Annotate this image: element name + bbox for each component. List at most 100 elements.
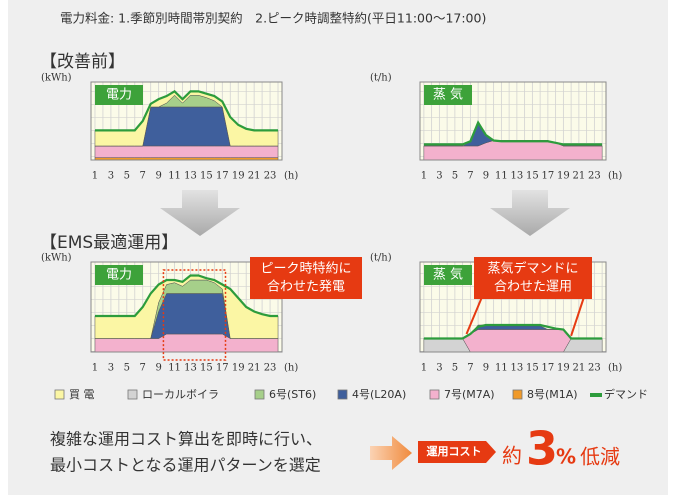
- x-tick-label: 23: [264, 363, 277, 374]
- x-tick-label: 17: [542, 363, 555, 374]
- section-title: 【改善前】: [40, 52, 125, 72]
- summary-line: 複雑な運用コスト算出を即時に行い、: [50, 430, 322, 449]
- callout-text: 合わせた発電: [267, 280, 345, 295]
- x-tick-label: 23: [588, 171, 601, 182]
- y-axis-label: (t/h): [370, 253, 392, 264]
- down-arrow: [160, 190, 240, 236]
- note: 電力料金: 1.季節別時間帯別契約 2.ピーク時調整特約(平日11:00～17:…: [60, 11, 486, 26]
- x-tick-label: 7: [140, 171, 146, 182]
- callout-box: [250, 257, 362, 299]
- x-tick-label: 13: [511, 363, 524, 374]
- x-tick-label: 13: [184, 363, 197, 374]
- down-arrow: [490, 190, 570, 236]
- x-tick-label: 19: [557, 171, 570, 182]
- x-tick-label: 19: [232, 171, 245, 182]
- x-tick-label: 7: [467, 171, 473, 182]
- legend-swatch: [429, 389, 440, 400]
- x-tick-label: 13: [511, 171, 524, 182]
- x-axis-label: (h): [284, 363, 298, 374]
- x-tick-label: 15: [526, 363, 539, 374]
- x-tick-label: 3: [108, 171, 114, 182]
- x-tick-label: 1: [421, 363, 427, 374]
- callout-box: [474, 257, 592, 299]
- plot-frame: [90, 261, 283, 353]
- legend-label: 4号(L20A): [352, 388, 406, 401]
- badge-text: 電力: [106, 88, 132, 103]
- demand-line: [423, 323, 603, 340]
- result-unit: %: [556, 445, 576, 469]
- x-tick-label: 11: [495, 363, 508, 374]
- summary-line: 最小コストとなる運用パターンを選定: [50, 456, 321, 475]
- legend-label: 8号(M1A): [527, 388, 578, 401]
- plot-frame: [90, 81, 283, 161]
- legend-swatch: [590, 393, 602, 397]
- x-tick-label: 21: [248, 171, 261, 182]
- y-axis-label: (kWh): [41, 253, 72, 264]
- x-axis-label: (h): [608, 171, 622, 182]
- x-tick-label: 21: [248, 363, 261, 374]
- badge: [95, 265, 143, 285]
- pointer: [570, 296, 585, 337]
- legend-label: 買 電: [69, 388, 95, 401]
- x-tick-label: 15: [200, 363, 213, 374]
- badge: [95, 85, 143, 105]
- demand-line: [423, 120, 603, 146]
- legend-swatch: [127, 389, 138, 400]
- badge: [424, 265, 472, 285]
- x-tick-label: 9: [483, 171, 489, 182]
- y-axis-label: (kWh): [41, 73, 72, 84]
- x-tick-label: 5: [124, 363, 130, 374]
- x-tick-label: 1: [92, 171, 98, 182]
- result-arrow: [370, 436, 412, 470]
- x-tick-label: 21: [573, 363, 586, 374]
- x-tick-label: 7: [467, 363, 473, 374]
- x-tick-label: 11: [168, 363, 181, 374]
- callout-text: 合わせた運用: [494, 280, 572, 295]
- legend-label: 7号(M7A): [444, 388, 495, 401]
- x-tick-label: 1: [92, 363, 98, 374]
- legend-swatch: [54, 389, 65, 400]
- section-title: 【EMS最適運用】: [40, 233, 178, 253]
- demand-line: [94, 274, 279, 318]
- x-tick-label: 9: [155, 363, 161, 374]
- legend-label: ローカルボイラ: [142, 388, 219, 401]
- x-tick-label: 21: [573, 171, 586, 182]
- badge-text: 電力: [106, 268, 132, 283]
- x-tick-label: 15: [526, 171, 539, 182]
- result-suffix: 低減: [580, 445, 620, 469]
- x-axis-label: (h): [284, 171, 298, 182]
- result-prefix: 約: [502, 444, 522, 468]
- x-tick-label: 11: [168, 171, 181, 182]
- legend-swatch: [254, 389, 265, 400]
- x-tick-label: 23: [264, 171, 277, 182]
- legend-label: 6号(ST6): [269, 388, 316, 401]
- x-tick-label: 19: [232, 363, 245, 374]
- x-tick-label: 5: [124, 171, 130, 182]
- x-tick-label: 1: [421, 171, 427, 182]
- callout-text: 蒸気デマンドに: [487, 261, 578, 277]
- x-tick-label: 3: [436, 171, 442, 182]
- x-tick-label: 19: [557, 363, 570, 374]
- x-tick-label: 17: [542, 171, 555, 182]
- x-tick-label: 9: [155, 171, 161, 182]
- legend-swatch: [512, 389, 523, 400]
- area: [94, 145, 279, 158]
- legend-label: デマンド: [604, 387, 648, 401]
- x-axis-label: (h): [608, 363, 622, 374]
- badge: [424, 85, 472, 105]
- result-value: 3: [526, 422, 558, 476]
- x-tick-label: 13: [184, 171, 197, 182]
- demand-line: [94, 89, 279, 132]
- result-badge: [418, 441, 496, 463]
- x-tick-label: 15: [200, 171, 213, 182]
- x-tick-label: 17: [216, 171, 229, 182]
- plot-frame: [419, 81, 607, 161]
- legend-swatch: [337, 389, 348, 400]
- x-tick-label: 5: [452, 363, 458, 374]
- result-badge-text: 運用コスト: [427, 445, 482, 458]
- x-tick-label: 23: [588, 363, 601, 374]
- x-tick-label: 7: [140, 363, 146, 374]
- x-tick-label: 11: [495, 171, 508, 182]
- badge-text: 蒸 気: [433, 267, 463, 283]
